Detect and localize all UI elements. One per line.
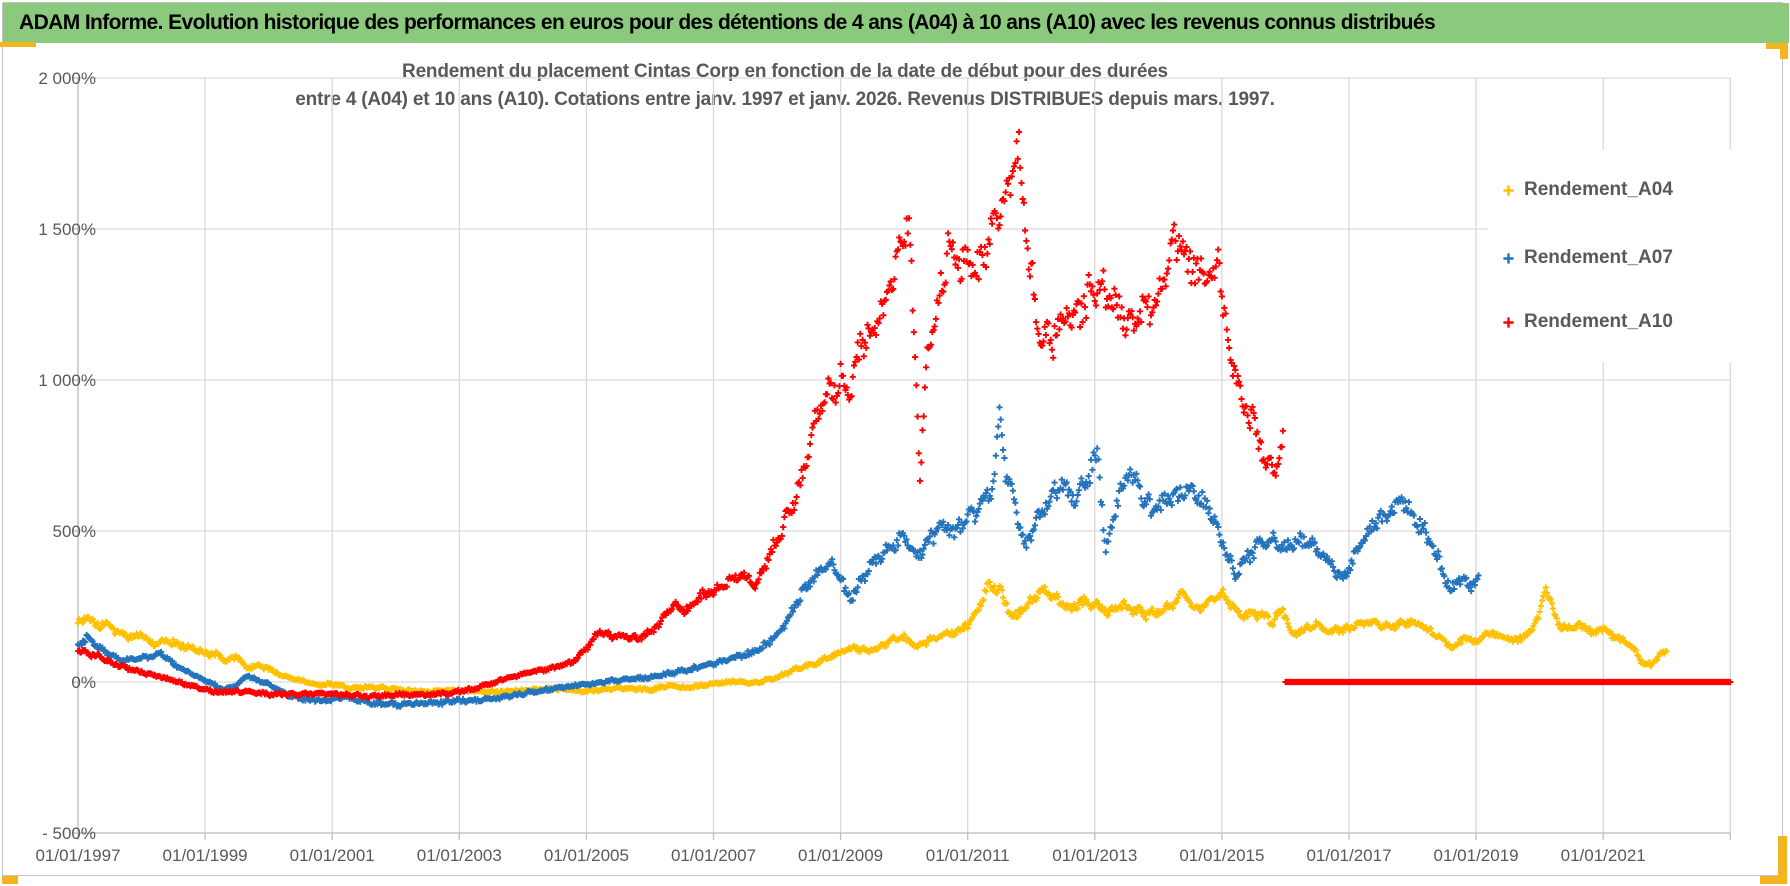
chart-title-line1: Rendement du placement Cintas Corp en fo… bbox=[402, 61, 1168, 82]
x-axis-label: 01/01/2015 bbox=[1179, 846, 1264, 865]
accent-bottom-right-h bbox=[1760, 876, 1787, 884]
chart-title: Rendement du placement Cintas Corp en fo… bbox=[130, 58, 1440, 114]
x-axis-label: 01/01/2009 bbox=[798, 846, 883, 865]
x-axis-label: 01/01/2017 bbox=[1306, 846, 1391, 865]
accent-top-right-h bbox=[1766, 43, 1788, 49]
series-rendement_a07 bbox=[74, 404, 1482, 710]
plus-marker-icon bbox=[1503, 252, 1514, 264]
accent-top-right-v bbox=[1780, 43, 1788, 59]
legend-label: Rendement_A07 bbox=[1524, 247, 1673, 268]
accent-top-left bbox=[0, 42, 36, 47]
accent-bottom-right-v bbox=[1778, 836, 1787, 884]
x-axis-label: 01/01/2019 bbox=[1434, 846, 1519, 865]
accent-bottom-left bbox=[2, 876, 18, 884]
y-axis-label: 2 000% bbox=[38, 69, 96, 88]
x-axis-label: 01/01/2007 bbox=[671, 846, 756, 865]
banner-title: ADAM Informe. Evolution historique des p… bbox=[19, 11, 1436, 34]
y-axis-label: 1 000% bbox=[38, 371, 96, 390]
y-axis-label: 1 500% bbox=[38, 220, 96, 239]
legend: Rendement_A04 Rendement_A07 Rendement_A10 bbox=[1488, 150, 1780, 362]
x-axis-label: 01/01/1997 bbox=[35, 846, 120, 865]
legend-label: Rendement_A10 bbox=[1524, 311, 1673, 332]
series-rendement_a10 bbox=[74, 128, 1734, 702]
x-axis-label: 01/01/2001 bbox=[290, 846, 375, 865]
x-axis-label: 01/01/2005 bbox=[544, 846, 629, 865]
x-axis-label: 01/01/2011 bbox=[926, 846, 1010, 865]
banner-title-bar: ADAM Informe. Evolution historique des p… bbox=[3, 3, 1789, 43]
legend-item-rendement_a04: Rendement_A04 bbox=[1488, 176, 1673, 204]
y-axis-label: - 500% bbox=[42, 824, 96, 843]
plus-marker-icon bbox=[1503, 316, 1514, 328]
y-axis-label: 0% bbox=[71, 673, 96, 692]
legend-item-rendement_a10: Rendement_A10 bbox=[1488, 308, 1673, 336]
y-axis-label: 500% bbox=[53, 522, 96, 541]
chart-title-line2: entre 4 (A04) et 10 ans (A10). Cotations… bbox=[295, 89, 1275, 110]
x-axis-label: 01/01/1999 bbox=[163, 846, 248, 865]
x-axis-label: 01/01/2021 bbox=[1561, 846, 1646, 865]
legend-label: Rendement_A04 bbox=[1524, 179, 1673, 200]
x-axis-label: 01/01/2003 bbox=[417, 846, 502, 865]
legend-item-rendement_a07: Rendement_A07 bbox=[1488, 244, 1673, 272]
plus-marker-icon bbox=[1503, 184, 1514, 196]
x-axis-label: 01/01/2013 bbox=[1052, 846, 1137, 865]
